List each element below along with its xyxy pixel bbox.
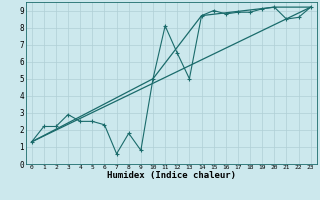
X-axis label: Humidex (Indice chaleur): Humidex (Indice chaleur) (107, 171, 236, 180)
